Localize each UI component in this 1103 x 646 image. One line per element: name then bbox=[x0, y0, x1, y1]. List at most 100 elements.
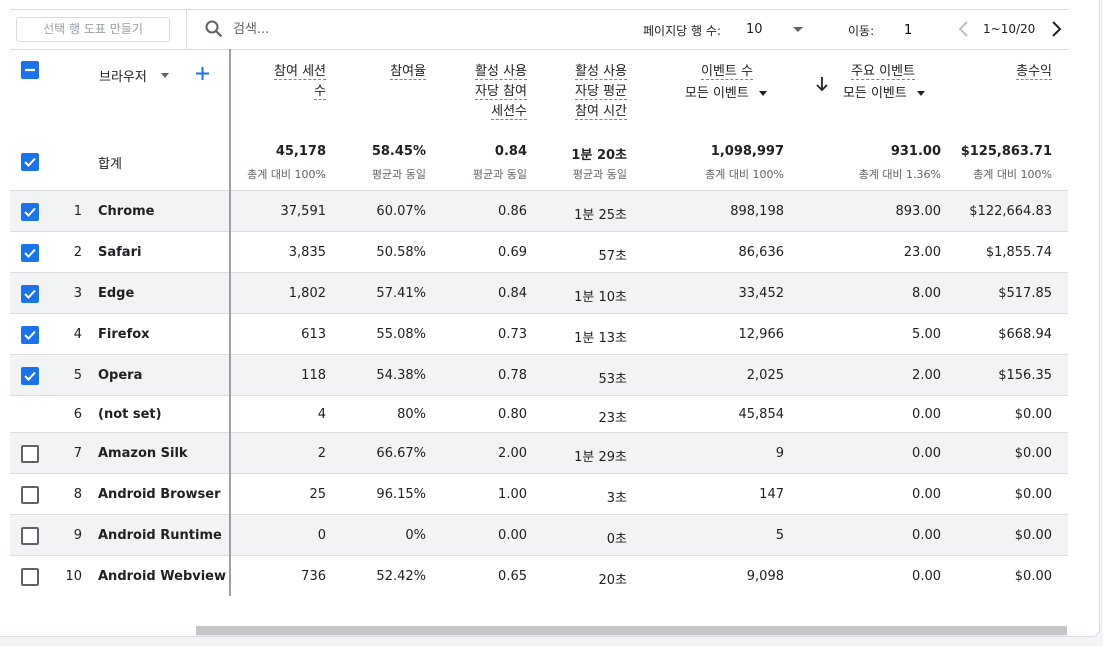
engagement-rate-cell: 57.41% bbox=[376, 285, 426, 301]
col-avg-engagement-time-header[interactable]: 활성 사용 자당 평균 참여 시간 bbox=[575, 64, 627, 120]
total-revenue-cell: $0.00 bbox=[1014, 445, 1052, 461]
totals-avg-engagement-time-value: 1분 20초 bbox=[571, 148, 627, 163]
table-row[interactable]: 4 Firefox 613 55.08% 0.73 1분 13초 12,966 5.00 $66… bbox=[10, 313, 1068, 354]
table-row[interactable]: 9 Android Runtime 0 0% 0.00 0초 5 0.00 $0.00 bbox=[10, 514, 1068, 555]
table-row[interactable]: 8 Android Browser 25 96.15% 1.00 3초 147 0.00 $0.… bbox=[10, 473, 1068, 514]
select-all-checkbox[interactable] bbox=[21, 61, 39, 79]
engaged-sessions-cell: 2 bbox=[317, 445, 326, 461]
total-revenue-cell: $668.94 bbox=[998, 326, 1052, 342]
row-checkbox[interactable] bbox=[21, 366, 39, 385]
engagement-rate-cell: 96.15% bbox=[376, 486, 426, 502]
sessions-per-user-cell: 0.73 bbox=[498, 326, 527, 342]
top-divider bbox=[10, 9, 1068, 10]
row-checkbox[interactable] bbox=[21, 243, 39, 262]
sessions-per-user-cell: 0.78 bbox=[498, 367, 527, 383]
col-engaged-sessions-header[interactable]: 참여 세션 수 bbox=[274, 64, 326, 100]
browser-name: Edge bbox=[98, 285, 135, 301]
chevron-down-icon bbox=[759, 91, 767, 96]
avg-engagement-time-cell: 3초 bbox=[606, 490, 627, 506]
avg-engagement-time-cell: 53초 bbox=[598, 371, 627, 387]
row-index: 3 bbox=[73, 285, 82, 301]
table-row[interactable]: 5 Opera 118 54.38% 0.78 53초 2,025 2.00 $156.35 bbox=[10, 354, 1068, 395]
engagement-rate-cell: 60.07% bbox=[376, 203, 426, 219]
engaged-sessions-cell: 118 bbox=[301, 367, 326, 383]
col-key-events-header[interactable]: 주요 이벤트 bbox=[851, 64, 915, 80]
engagement-rate-cell: 52.42% bbox=[376, 568, 426, 584]
rows-per-page-select[interactable]: 10 bbox=[746, 22, 763, 37]
dimension-dropdown-icon[interactable] bbox=[161, 73, 169, 78]
totals-sessions-per-user-comparison: 평균과 동일 bbox=[472, 168, 527, 181]
avg-engagement-time-cell: 0초 bbox=[606, 531, 627, 547]
sessions-per-user-cell: 0.65 bbox=[498, 568, 527, 584]
totals-checkbox[interactable] bbox=[21, 153, 39, 171]
goto-page-label: 이동: bbox=[848, 24, 875, 38]
totals-key-events-value: 931.00 bbox=[890, 144, 941, 159]
row-index: 6 bbox=[73, 406, 82, 422]
col-sessions-per-user-header[interactable]: 활성 사용 자당 참여 세션수 bbox=[475, 64, 527, 120]
row-checkbox[interactable] bbox=[21, 284, 39, 303]
browser-name: Amazon Silk bbox=[98, 445, 188, 461]
table-row[interactable]: 7 Amazon Silk 2 66.67% 2.00 1분 29초 9 0.00 $0.00 bbox=[10, 432, 1068, 473]
dimension-header[interactable]: 브라우저 bbox=[99, 70, 147, 85]
engaged-sessions-cell: 37,591 bbox=[280, 203, 327, 219]
row-index: 8 bbox=[73, 486, 82, 502]
table-row[interactable]: 3 Edge 1,802 57.41% 0.84 1분 10초 33,452 8.00 $517… bbox=[10, 272, 1068, 313]
browser-name: Android Webview bbox=[98, 568, 227, 584]
browser-name: Android Browser bbox=[98, 486, 221, 502]
browser-name: Opera bbox=[98, 367, 143, 383]
col-engagement-rate-header[interactable]: 참여율 bbox=[390, 64, 426, 80]
totals-engagement-rate-comparison: 평균과 동일 bbox=[371, 168, 426, 181]
key-events-cell: 0.00 bbox=[912, 406, 941, 422]
browser-name: Firefox bbox=[98, 326, 150, 342]
key-events-cell: 0.00 bbox=[912, 568, 941, 584]
sessions-per-user-cell: 0.84 bbox=[498, 285, 527, 301]
totals-engaged-sessions-value: 45,178 bbox=[275, 144, 326, 159]
add-dimension-icon[interactable] bbox=[195, 66, 210, 81]
engagement-rate-cell: 0% bbox=[405, 527, 426, 543]
sort-descending-icon[interactable] bbox=[815, 76, 829, 92]
event-count-cell: 898,198 bbox=[730, 203, 784, 219]
chevron-down-icon bbox=[917, 91, 925, 96]
totals-event-count-value: 1,098,997 bbox=[710, 144, 784, 159]
col-event-count-header[interactable]: 이벤트 수 bbox=[701, 64, 753, 80]
engagement-rate-cell: 80% bbox=[397, 406, 426, 422]
chevron-right-icon[interactable] bbox=[1047, 19, 1065, 39]
search-icon[interactable] bbox=[205, 20, 223, 38]
sessions-per-user-cell: 1.00 bbox=[498, 486, 527, 502]
totals-sessions-per-user-value: 0.84 bbox=[494, 144, 527, 159]
total-revenue-cell: $1,855.74 bbox=[985, 244, 1052, 260]
totals-label: 합계 bbox=[98, 157, 122, 172]
key-events-cell: 0.00 bbox=[912, 445, 941, 461]
key-events-cell: 2.00 bbox=[912, 367, 941, 383]
row-checkbox[interactable] bbox=[21, 567, 39, 586]
event-count-cell: 12,966 bbox=[738, 326, 785, 342]
event-count-cell: 2,025 bbox=[746, 367, 784, 383]
row-checkbox[interactable] bbox=[21, 325, 39, 344]
search-input[interactable] bbox=[233, 18, 533, 40]
table-row[interactable]: 1 Chrome 37,591 60.07% 0.86 1분 25초 898,198 893.… bbox=[10, 190, 1068, 231]
goto-page-input[interactable] bbox=[896, 20, 944, 40]
row-checkbox[interactable] bbox=[21, 485, 39, 504]
engaged-sessions-cell: 25 bbox=[309, 486, 326, 502]
col-key-events-filter[interactable]: 모든 이벤트 bbox=[843, 84, 925, 104]
table-row[interactable]: 10 Android Webview 736 52.42% 0.65 20초 9,098 0.… bbox=[10, 555, 1068, 596]
row-checkbox[interactable] bbox=[21, 526, 39, 545]
sessions-per-user-cell: 0.80 bbox=[498, 406, 527, 422]
row-index: 1 bbox=[73, 203, 82, 219]
chevron-down-icon[interactable] bbox=[793, 27, 803, 32]
table-row[interactable]: 6 (not set) 4 80% 0.80 23초 45,854 0.00 $0.00 bbox=[10, 395, 1068, 432]
col-event-count-filter[interactable]: 모든 이벤트 bbox=[685, 84, 767, 104]
avg-engagement-time-cell: 20초 bbox=[598, 572, 627, 588]
engaged-sessions-cell: 1,802 bbox=[288, 285, 326, 301]
avg-engagement-time-cell: 1분 25초 bbox=[574, 207, 627, 223]
row-index: 9 bbox=[73, 527, 82, 543]
table-row[interactable]: 2 Safari 3,835 50.58% 0.69 57초 86,636 23.00 $1,8… bbox=[10, 231, 1068, 272]
dimension-column-divider[interactable] bbox=[229, 49, 231, 596]
create-chart-button[interactable]: 선택 행 도표 만들기 bbox=[16, 17, 170, 42]
event-count-cell: 9 bbox=[775, 445, 784, 461]
col-total-revenue-header[interactable]: 총수익 bbox=[1016, 64, 1052, 80]
row-checkbox[interactable] bbox=[21, 202, 39, 221]
row-checkbox[interactable] bbox=[21, 444, 39, 463]
chevron-left-icon[interactable] bbox=[955, 19, 973, 39]
horizontal-scrollbar-thumb[interactable] bbox=[196, 626, 1067, 635]
